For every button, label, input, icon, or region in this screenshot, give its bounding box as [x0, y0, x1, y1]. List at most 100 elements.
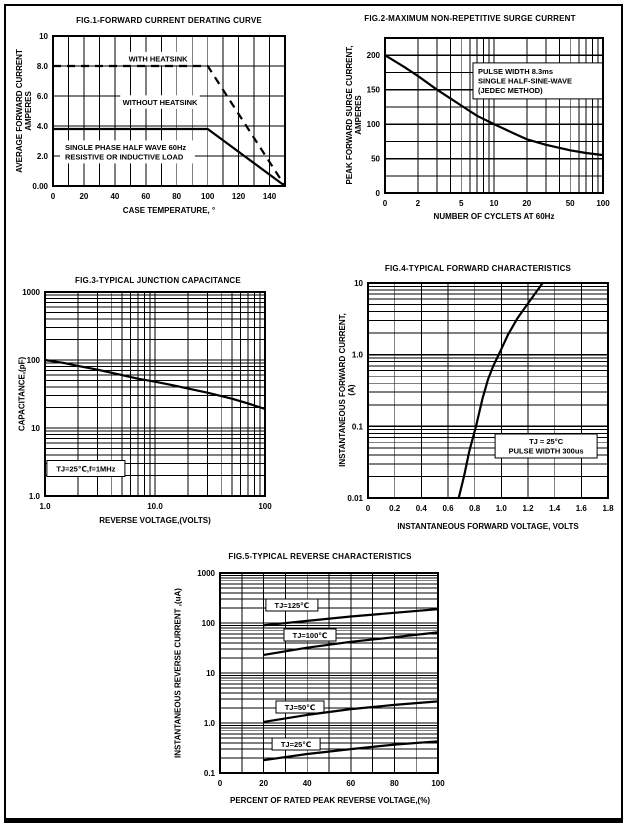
fig2-y-axis-label: PEAK FORWARD SURGE CURRENT, AMPERES [345, 45, 363, 185]
fig5-y-axis-label: INSTANTANEOUS REVERSE CURRENT ,(uA) [173, 588, 183, 758]
fig1-chart-canvas: 0 20 40 60 80 100 120 140 0.00 2.0 4.0 6.0 8.0 10 WITH… [32, 32, 286, 201]
fig5-curve-tj-50c [263, 700, 439, 723]
fig5-annotation-text: TJ=125℃ [275, 601, 310, 610]
fig5-y-tick: 1.0 [204, 719, 216, 728]
fig4-annotation-text: TJ = 25°C [529, 437, 564, 446]
fig5-curves [263, 608, 439, 762]
fig5-x-tick: 0 [218, 779, 223, 788]
fig4-y-tick: 1.0 [352, 351, 364, 360]
fig4-curve-forward-characteristic [457, 282, 544, 499]
fig4-annotation-box [494, 433, 598, 459]
fig2-annotation-text: PULSE WIDTH 8.3ms [478, 67, 553, 76]
fig4-x-axis-label: INSTANTANEOUS FORWARD VOLTAGE, VOLTS [397, 522, 579, 531]
fig5-annotation-box [283, 628, 337, 642]
fig5-x-tick: 60 [346, 779, 355, 788]
fig3-tick-labels: 1.0 10.0 100 1.0 10 100 1000 [22, 288, 272, 511]
fig2-x-tick: 100 [596, 199, 610, 208]
fig4-x-tick: 0.2 [389, 504, 401, 513]
fig1-y-tick: 10 [39, 32, 48, 41]
fig5-y-tick: 100 [202, 619, 216, 628]
fig2-x-tick: 20 [522, 199, 531, 208]
fig2-annotation-text: SINGLE HALF-SINE-WAVE [478, 77, 572, 86]
fig2-chart-canvas: 0 2 5 10 20 50 100 0 50 100 150 200 PULSE WIDTH 8.3m… [367, 37, 610, 208]
fig1-curve-without-heatsink [53, 127, 286, 187]
fig1-y-tick: 8.0 [37, 62, 49, 71]
fig4-x-tick: 0.4 [416, 504, 428, 513]
fig5-y-tick: 0.1 [204, 769, 216, 778]
fig3-grid [45, 292, 265, 496]
fig1-x-tick: 80 [172, 192, 181, 201]
fig3-x-tick: 10.0 [147, 502, 163, 511]
fig1-plot-border [52, 35, 286, 187]
fig1-x-tick: 120 [232, 192, 246, 201]
fig4-y-tick: 0.01 [347, 494, 363, 503]
fig1-y-tick: 6.0 [37, 92, 49, 101]
fig2-y-tick: 0 [376, 189, 381, 198]
fig1-y-tick: 4.0 [37, 122, 49, 131]
fig5-x-tick: 40 [303, 779, 312, 788]
fig4-title: FIG.4-TYPICAL FORWARD CHARACTERISTICS [384, 264, 572, 273]
fig3-x-tick: 100 [258, 502, 272, 511]
fig2-annotation-text: (JEDEC METHOD) [478, 86, 543, 95]
fig2-x-tick: 0 [383, 199, 388, 208]
fig1-annotation-text: RESISTIVE OR INDUCTIVE LOAD [65, 153, 184, 162]
fig3-y-tick: 1000 [22, 288, 40, 297]
fig2-y-tick: 50 [371, 155, 380, 164]
fig4-chart-canvas: 0 0.2 0.4 0.6 0.8 1.0 1.2 1.4 1.6 1.8 0.01 0.1 1.0 10… [347, 279, 614, 513]
fig3-title: FIG.3-TYPICAL JUNCTION CAPACITANCE [75, 276, 241, 285]
fig2-annotation-box [472, 62, 604, 100]
fig3-x-axis-label: REVERSE VOLTAGE,(VOLTS) [99, 516, 211, 525]
fig4-curves [457, 282, 544, 499]
fig3-y-tick: 100 [27, 356, 41, 365]
fig5-chart-canvas: 0 20 40 60 80 100 0.1 1.0 10 100 1000 TJ=125℃ TJ=100… [197, 569, 445, 788]
fig3-annotation-text: TJ=25℃,f=1MHz [56, 464, 115, 473]
fig1-annotation-text: WITHOUT HEATSINK [123, 98, 198, 107]
fig5-curve-tj-100c [263, 631, 439, 656]
fig1-x-tick: 60 [141, 192, 150, 201]
fig5-annotation-text: TJ=100℃ [293, 631, 328, 640]
fig5-annotation-box [271, 737, 321, 751]
fig4-x-tick: 1.4 [549, 504, 561, 513]
fig4-x-tick: 0.6 [442, 504, 454, 513]
fig4-x-tick: 0 [366, 504, 371, 513]
fig4-grid [368, 283, 608, 498]
fig3-y-tick: 10 [31, 424, 40, 433]
fig2-x-tick: 50 [566, 199, 575, 208]
fig3-curve-junction-capacitance [44, 358, 266, 411]
fig4-x-tick: 0.8 [469, 504, 481, 513]
fig2-plot-border [384, 37, 604, 194]
fig1-annotation-text: WITH HEATSINK [129, 54, 189, 63]
fig1-y-tick: 0.00 [32, 182, 48, 191]
fig4-y-axis-label: INSTANTANEOUS FORWARD CURRENT, (A) [338, 313, 356, 467]
fig2-curve-surge-current [384, 54, 604, 157]
fig3-x-tick: 1.0 [39, 502, 51, 511]
fig5-annotations: TJ=125℃ TJ=100℃ TJ=50℃ TJ=25℃ [265, 598, 337, 751]
fig1-y-axis-label: AVERAGE FORWARD CURRENT AMPERES [15, 49, 33, 173]
fig2-x-tick: 2 [416, 199, 421, 208]
fig2-grid [385, 38, 603, 193]
fig5-annotation-text: TJ=50℃ [285, 703, 316, 712]
fig5-curve-tj-25c [263, 740, 439, 762]
figure-maximum-non-repetitive-surge-current: 0 2 5 10 20 50 100 0 50 100 150 200 PULSE WIDTH 8.3m… [330, 6, 624, 234]
fig5-x-tick: 80 [390, 779, 399, 788]
fig1-curves [53, 64, 286, 187]
fig5-annotation-text: TJ=25℃ [281, 740, 312, 749]
fig5-curve-tj-125c [263, 608, 439, 627]
fig4-tick-labels: 0 0.2 0.4 0.6 0.8 1.0 1.2 1.4 1.6 1.8 0.01 0.1 1.0 10 [347, 279, 614, 513]
fig1-x-tick: 40 [110, 192, 119, 201]
fig1-y-tick: 2.0 [37, 152, 49, 161]
fig1-x-tick: 20 [79, 192, 88, 201]
figure-typical-junction-capacitance: 1.0 10.0 100 1.0 10 100 1000 TJ=25℃,f=1MHz FIG.… [8, 266, 310, 532]
fig5-x-tick: 100 [431, 779, 445, 788]
figure-typical-reverse-characteristics: 0 20 40 60 80 100 0.1 1.0 10 100 1000 TJ=125℃ TJ=100… [140, 543, 485, 813]
fig1-annotation-box [60, 140, 195, 164]
fig3-y-tick: 1.0 [29, 492, 41, 501]
fig3-chart-canvas: 1.0 10.0 100 1.0 10 100 1000 TJ=25℃,f=1MHz [22, 288, 272, 511]
figure-forward-current-derating-curve: 0 20 40 60 80 100 120 140 0.00 2.0 4.0 6.0 8.0 10 WITH… [8, 8, 320, 232]
fig4-plot-border [367, 282, 609, 499]
fig5-annotation-box [275, 700, 325, 714]
fig3-plot-border [44, 291, 266, 497]
fig4-x-tick: 1.0 [496, 504, 508, 513]
